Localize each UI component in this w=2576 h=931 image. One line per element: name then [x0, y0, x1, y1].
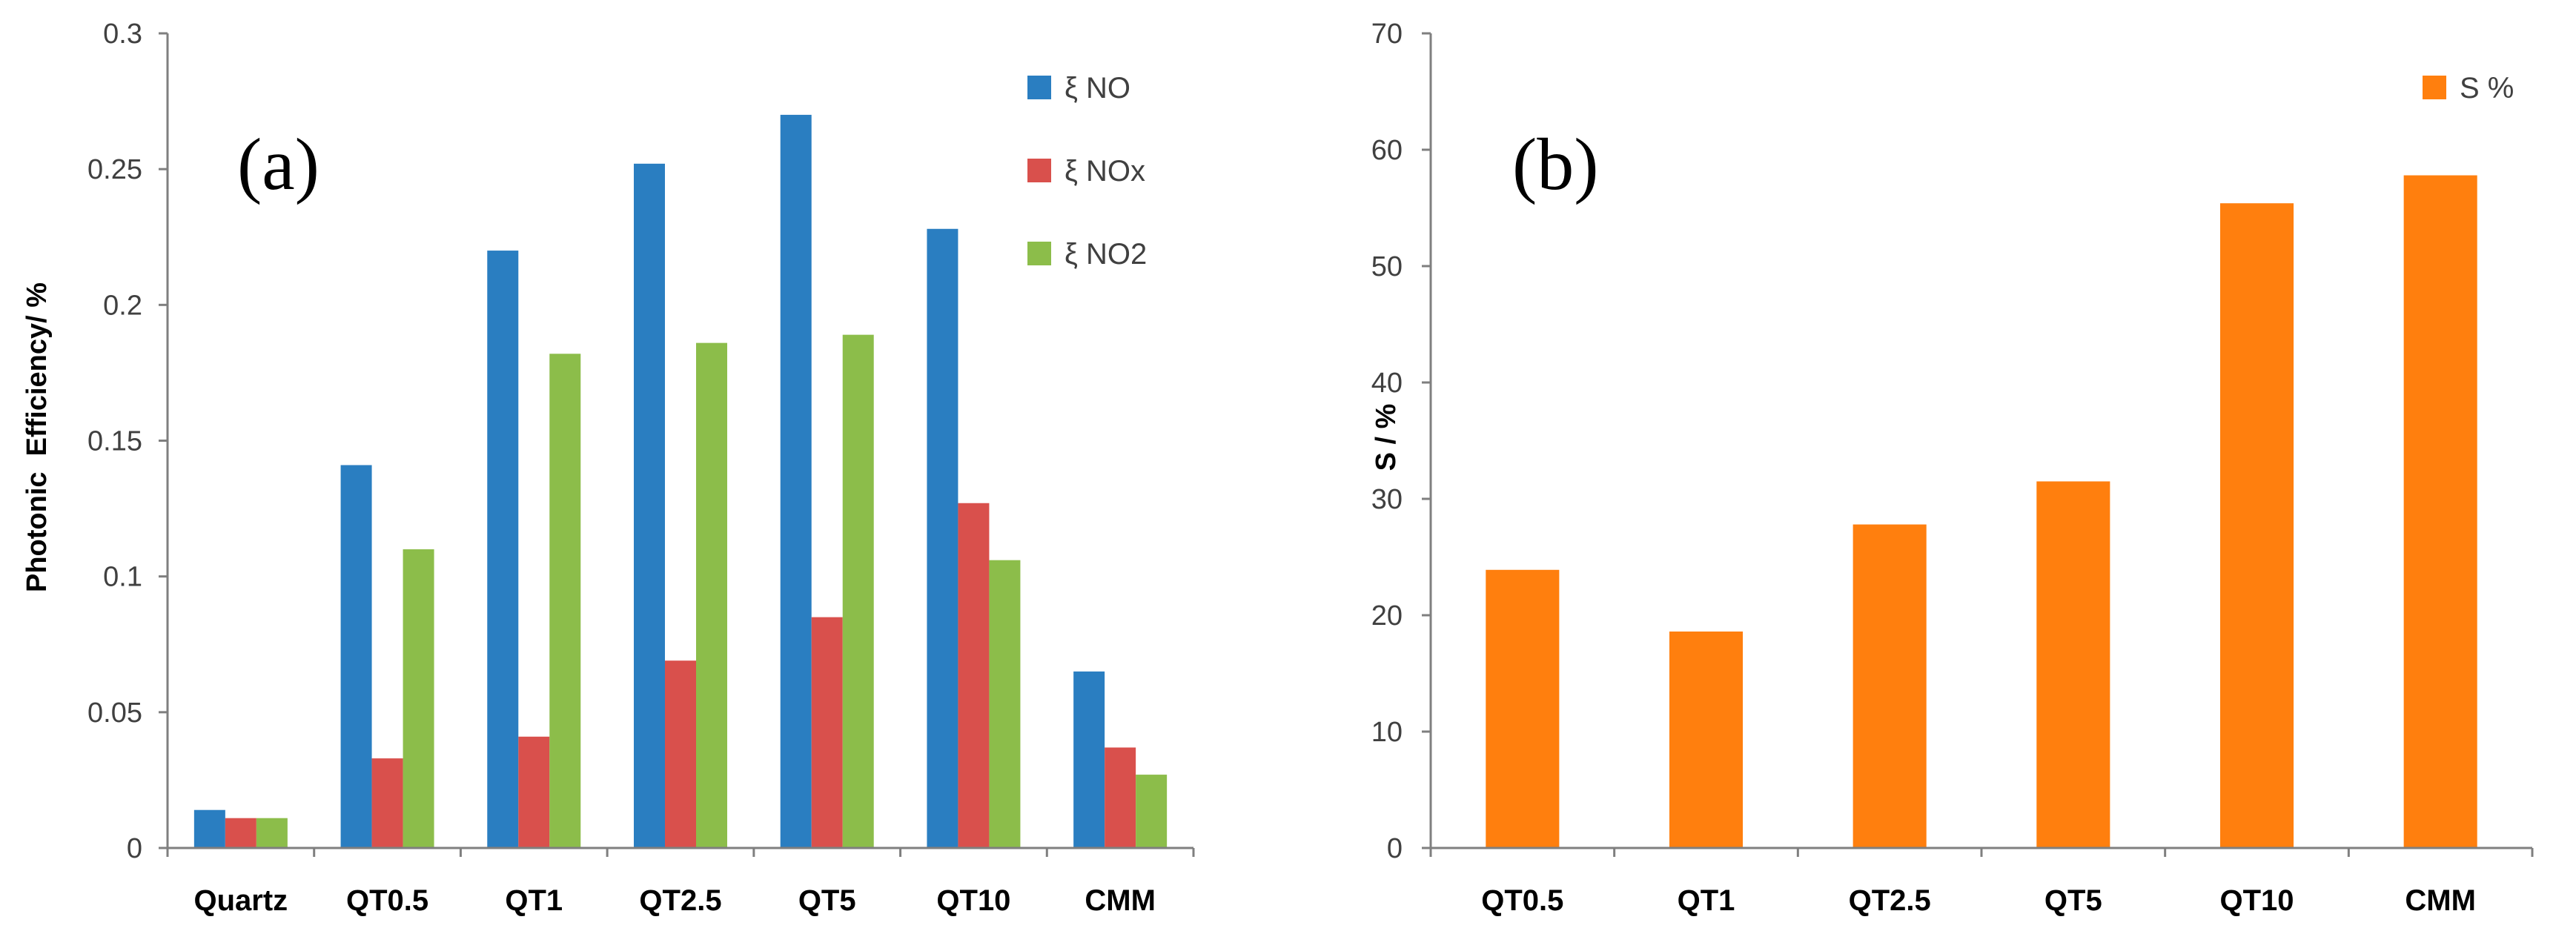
bar-cmm-series-2 [1136, 775, 1168, 848]
bar-qt5-series-0 [780, 114, 812, 848]
y-tick-label: 20 [1371, 600, 1403, 632]
y-tick-label: 0.15 [87, 426, 142, 457]
bar-quartz-series-1 [225, 818, 256, 848]
y-tick-label: 30 [1371, 484, 1403, 515]
panel-label: (b) [1512, 123, 1599, 205]
bar-qt2-5-series-2 [696, 342, 727, 848]
y-tick-label: 0.25 [87, 154, 142, 185]
bar-qt1-series-2 [549, 354, 581, 849]
bar-qt5-series-1 [811, 617, 843, 848]
legend-swatch [1027, 76, 1051, 99]
y-tick-label: 0.2 [103, 290, 142, 321]
x-tick-label: QT2.5 [639, 884, 721, 917]
x-tick-label: QT1 [1678, 884, 1735, 917]
bar-qt10-series-0 [927, 228, 958, 848]
x-tick-label: CMM [1085, 884, 1156, 917]
bar-qt2-5-series-1 [665, 660, 696, 848]
x-tick-label: QT2.5 [1849, 884, 1931, 917]
bar-qt1-series-0 [487, 251, 519, 849]
bar-qt0-5-series-2 [403, 549, 434, 848]
legend-label: S % [2460, 72, 2514, 105]
bar-cmm-series-0 [1073, 671, 1105, 848]
bar-cmm-series-1 [1105, 747, 1136, 848]
x-tick-label: QT0.5 [1481, 884, 1563, 917]
bar-qt5-series-0 [2036, 481, 2110, 848]
y-tick-label: 0.05 [87, 698, 142, 729]
x-tick-label: QT5 [2044, 884, 2102, 917]
x-tick-label: QT5 [798, 884, 856, 917]
x-tick-label: QT0.5 [346, 884, 428, 917]
chart-b: 0 10 20 30 40 50 60 70 QT0.5 QT1 QT2.5 QT5 QT10 CMM S … [1371, 19, 2534, 917]
y-tick-label: 0 [1387, 833, 1403, 864]
y-axis-label: S / % [1371, 404, 1402, 471]
legend-swatch [2423, 76, 2446, 99]
y-tick-label: 50 [1371, 251, 1403, 282]
bar-quartz-series-0 [193, 809, 225, 848]
x-tick-label: CMM [2405, 884, 2476, 917]
bar-quartz-series-2 [256, 818, 288, 848]
bar-qt5-series-2 [842, 334, 874, 848]
y-tick-label: 70 [1371, 19, 1403, 50]
legend-label: ξ NO2 [1064, 238, 1147, 271]
y-tick-label: 0.1 [103, 562, 142, 593]
y-tick-label: 10 [1371, 717, 1403, 748]
y-axis-label: Photonic Efficiency/ % [21, 282, 53, 592]
x-tick-label: QT1 [505, 884, 563, 917]
legend-label: ξ NO [1064, 72, 1130, 105]
x-tick-label: QT10 [2219, 884, 2294, 917]
x-tick-label: Quartz [194, 884, 288, 917]
bar-qt1-series-0 [1669, 631, 1744, 848]
legend-swatch [1027, 159, 1051, 182]
legend-swatch [1027, 242, 1051, 265]
y-tick-label: 0.3 [103, 19, 142, 50]
y-tick-label: 40 [1371, 368, 1403, 399]
y-tick-label: 60 [1371, 135, 1403, 166]
legend-label: ξ NOx [1064, 155, 1145, 188]
x-tick-label: QT10 [936, 884, 1010, 917]
bar-qt0-5-series-1 [371, 758, 403, 848]
bar-qt0-5-series-0 [340, 465, 372, 848]
bar-qt2-5-series-0 [1852, 524, 1927, 848]
bar-qt0-5-series-0 [1486, 569, 1560, 848]
bar-qt10-series-0 [2219, 203, 2294, 849]
chart-a: 0 0.05 0.1 0.15 0.2 0.25 0.3 Quartz QT0.5 QT1 QT2.… [21, 19, 1195, 917]
bar-qt2-5-series-0 [634, 163, 665, 849]
bar-cmm-series-0 [2403, 175, 2477, 849]
y-tick-label: 0 [127, 833, 142, 864]
bar-qt10-series-1 [958, 503, 990, 848]
bar-qt10-series-2 [989, 560, 1021, 848]
bar-qt1-series-1 [518, 736, 550, 848]
panel-label: (a) [237, 123, 319, 205]
